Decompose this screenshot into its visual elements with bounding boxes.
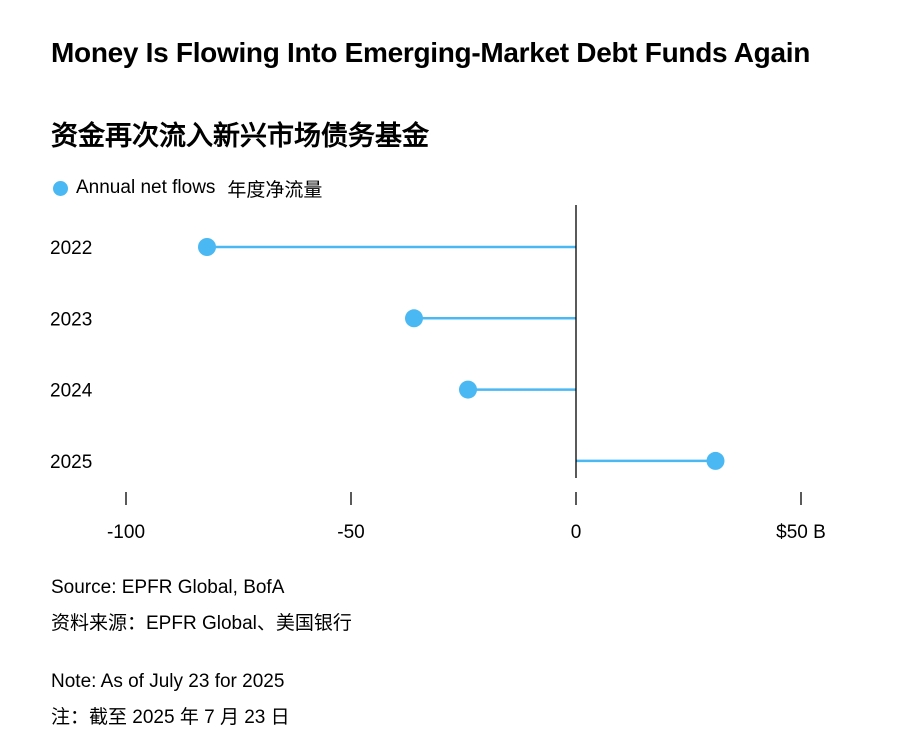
chart-title: Money Is Flowing Into Emerging-Market De… <box>51 37 811 68</box>
category-label: 2023 <box>50 309 92 330</box>
chart-rows: 2022 2023 2024 2025 <box>50 238 725 473</box>
x-tick-label: $50 B <box>776 522 826 543</box>
lollipop-dot <box>459 380 477 399</box>
category-label: 2025 <box>50 452 92 473</box>
legend: Annual net flows 年度净流量 <box>53 176 323 201</box>
note-text-zh: 注：截至 2025 年 7 月 23 日 <box>51 707 290 728</box>
source-text: Source: EPFR Global, BofA <box>51 577 285 598</box>
legend-marker-icon <box>53 180 68 196</box>
legend-label: Annual net flows <box>76 177 216 198</box>
x-tick-label: -100 <box>107 522 145 543</box>
lollipop-dot <box>198 238 216 256</box>
category-label: 2022 <box>50 238 92 259</box>
category-label: 2024 <box>50 381 93 402</box>
x-tick-label: -50 <box>337 522 364 543</box>
legend-label-zh: 年度净流量 <box>227 179 323 201</box>
lollipop-dot <box>405 309 423 328</box>
source-text-zh: 资料来源：EPFR Global、美国银行 <box>51 613 352 634</box>
note-text: Note: As of July 23 for 2025 <box>51 671 285 692</box>
x-tick-label: 0 <box>571 522 582 543</box>
chart-subtitle: 资金再次流入新兴市场债务基金 <box>51 121 429 151</box>
lollipop-chart: 2022 2023 2024 2025 -100 -50 0 $50 B <box>50 205 826 543</box>
lollipop-dot <box>706 451 725 470</box>
x-axis-ticks: -100 -50 0 $50 B <box>107 492 826 543</box>
